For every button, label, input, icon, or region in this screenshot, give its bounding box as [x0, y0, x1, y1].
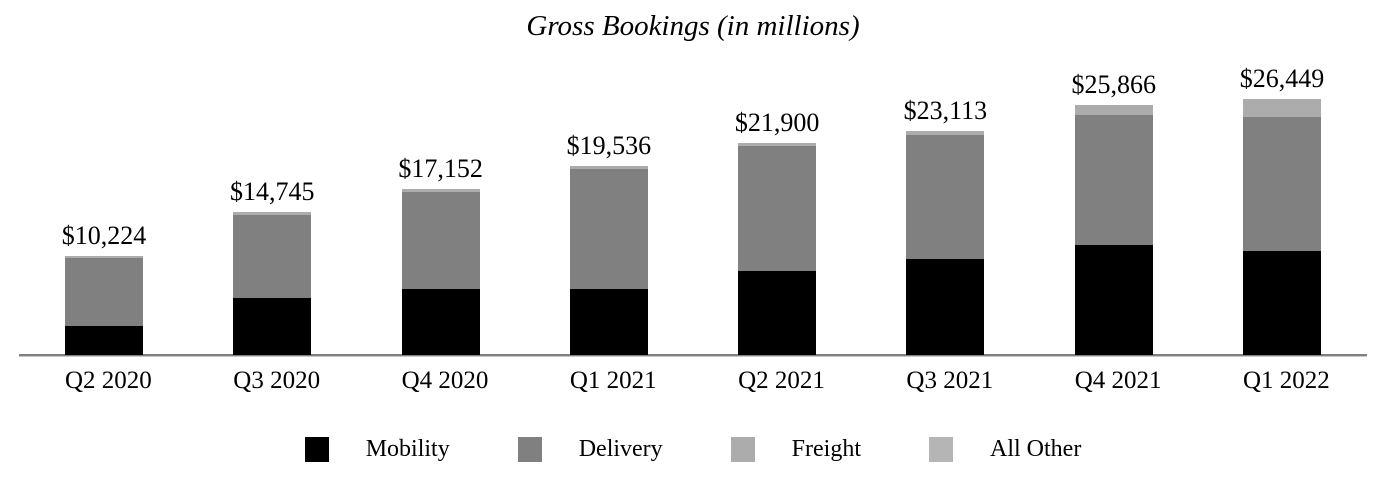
bar-total-label: $14,745 [230, 177, 315, 207]
x-axis-label-q1-2021: Q1 2021 [569, 367, 657, 394]
bar-segment-mobility [65, 325, 143, 355]
bar-column-q3-2021: $23,113 [904, 97, 987, 355]
legend-item-delivery: Delivery [517, 436, 663, 462]
bar-total-label: $10,224 [61, 221, 147, 251]
bar-segment-mobility [401, 289, 480, 355]
bar-segment-delivery [569, 168, 648, 290]
bar-segment-freight [65, 256, 143, 259]
bar-total-label: $21,900 [734, 108, 820, 138]
chart-title: Gross Bookings (in millions) [526, 10, 860, 42]
legend-label-mobility: Mobility [365, 436, 450, 462]
bar-segment-mobility [233, 297, 312, 355]
bar-column-q1-2021: $19,536 [567, 131, 651, 355]
bar-segment-mobility [569, 289, 648, 355]
bar-total-label: $25,866 [1071, 69, 1156, 99]
bar-segment-freight [401, 189, 480, 193]
bar-segment-delivery [906, 135, 985, 260]
legend-item-all-other: All Other [929, 436, 1081, 462]
bar-column-q4-2020: $17,152 [398, 155, 483, 355]
stacked-bar [1074, 104, 1153, 355]
x-axis-label-q2-2020: Q2 2020 [65, 367, 152, 394]
x-axis-label-q2-2021: Q2 2021 [738, 367, 825, 394]
stacked-bar [65, 256, 143, 355]
x-axis-label-q4-2021: Q4 2021 [1074, 367, 1162, 394]
bar-segment-freight [1242, 99, 1321, 117]
bar-segment-delivery [1242, 116, 1321, 252]
legend-swatch-mobility [304, 436, 329, 462]
bar-column-q3-2020: $14,745 [230, 178, 315, 355]
x-axis-label-q4-2020: Q4 2020 [401, 367, 489, 394]
bar-segment-freight [233, 212, 312, 216]
stacked-bar [569, 165, 648, 355]
legend: Mobility Delivery Freight All Other [0, 436, 1386, 462]
bar-segment-delivery [738, 146, 817, 272]
legend-swatch-freight [730, 436, 755, 462]
bar-segment-freight [569, 165, 648, 169]
bar-segment-freight [1074, 104, 1153, 116]
bar-total-label: $19,536 [566, 130, 652, 160]
x-axis-line [19, 354, 1367, 357]
bar-segment-freight [906, 131, 985, 136]
bar-column-q4-2021: $25,866 [1071, 70, 1156, 355]
bar-column-q2-2020: $10,224 [62, 222, 146, 355]
bar-segment-mobility [1074, 245, 1153, 355]
legend-label-freight: Freight [791, 436, 861, 462]
bar-segment-delivery [1074, 115, 1153, 246]
bar-segment-delivery [233, 215, 312, 298]
bar-total-label: $26,449 [1239, 64, 1325, 94]
bar-segment-mobility [1242, 251, 1321, 355]
stacked-bar [233, 212, 312, 355]
legend-item-freight: Freight [730, 436, 861, 462]
x-axis-labels: Q2 2020 Q3 2020 Q4 2020 Q1 2021 Q2 2021 Q3 20… [65, 367, 1330, 395]
plot-area: $10,224 $14,745 $17,152 $19,536 $21,900 $23,1… [62, 55, 1324, 355]
stacked-bar [738, 143, 817, 355]
bar-segment-mobility [738, 271, 817, 355]
legend-swatch-all-other [929, 436, 953, 462]
bar-total-label: $17,152 [398, 154, 483, 184]
legend-swatch-delivery [517, 436, 542, 462]
bar-segment-delivery [65, 258, 143, 326]
bar-column-q2-2021: $21,900 [735, 109, 819, 355]
x-axis-label-q3-2020: Q3 2020 [233, 367, 321, 394]
stacked-bar [906, 131, 985, 355]
x-axis-label-q1-2022: Q1 2022 [1242, 367, 1330, 394]
stacked-bar [401, 189, 480, 355]
bar-total-label: $23,113 [903, 96, 988, 126]
bar-column-q1-2022: $26,449 [1240, 65, 1324, 355]
bar-segment-mobility [906, 259, 985, 355]
legend-label-all-other: All Other [990, 436, 1082, 462]
bar-segment-delivery [401, 192, 480, 290]
legend-item-mobility: Mobility [304, 436, 450, 462]
legend-label-delivery: Delivery [578, 436, 663, 462]
x-axis-label-q3-2021: Q3 2021 [906, 367, 994, 394]
stacked-bar [1242, 99, 1321, 355]
bar-segment-freight [738, 143, 817, 147]
